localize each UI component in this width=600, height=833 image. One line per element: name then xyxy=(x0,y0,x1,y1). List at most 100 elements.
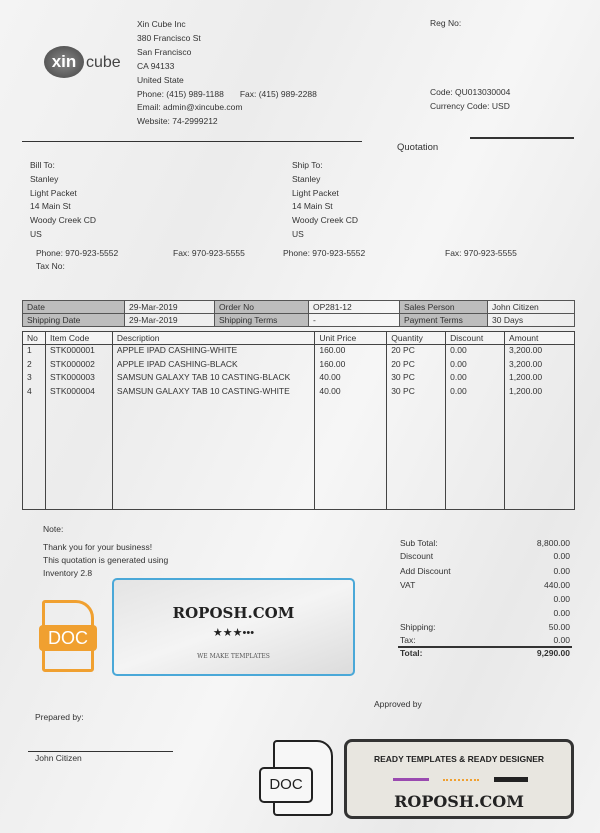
bill-to-line: Light Packet xyxy=(30,187,77,198)
table-cell: 2 xyxy=(22,358,46,372)
table-cell: SAMSUN GALAXY TAB 10 CASTING-WHITE xyxy=(111,385,316,399)
ship-to-line: US xyxy=(292,228,304,239)
total-row: Discount 0.00 xyxy=(400,551,570,561)
table-cell: STK000004 xyxy=(44,385,113,399)
company-phone: Phone: (415) 989-1188 xyxy=(137,88,224,99)
bill-phone: Phone: 970-923-5552 xyxy=(36,248,119,258)
company-info: Xin Cube Inc 380 Francisco St San Franci… xyxy=(137,18,317,129)
banner-brand: ROPOSH.COM xyxy=(394,792,524,811)
tax-no: Tax No: xyxy=(36,261,65,271)
table-cell: 30 PC xyxy=(386,372,447,386)
total-value: 0.00 xyxy=(553,566,570,576)
empty-cell xyxy=(111,399,316,510)
order-info-table: Date 29-Mar-2019 Order No OP281-12 Sales Per… xyxy=(22,300,575,327)
order-value: OP281-12 xyxy=(308,300,400,314)
ship-to-line: Woody Creek CD xyxy=(292,215,358,226)
bill-to-line: Stanley xyxy=(30,173,59,184)
column-header: Description xyxy=(111,331,316,345)
column-header: Item Code xyxy=(44,331,113,345)
stamp-brand: ROPOSH.COM xyxy=(172,604,295,622)
pay-value: 30 Days xyxy=(487,313,575,327)
sales-label: Sales Person xyxy=(399,300,488,314)
column-header: Discount xyxy=(445,331,506,345)
total-row: Tax: 0.00 xyxy=(400,635,570,645)
ship-to-line: 14 Main St xyxy=(292,201,333,212)
company-logo: xin cube xyxy=(44,46,121,78)
ship-terms-label: Shipping Terms xyxy=(214,313,309,327)
ship-date-value: 29-Mar-2019 xyxy=(124,313,215,327)
total-row: Total: 9,290.00 xyxy=(400,648,570,658)
total-row: Shipping: 50.00 xyxy=(400,622,570,632)
company-email: Email: admin@xincube.com xyxy=(137,102,243,113)
company-fax: Fax: (415) 989-2288 xyxy=(239,88,317,99)
bill-to-line: US xyxy=(30,228,42,239)
company-state-zip: CA 94133 xyxy=(137,60,175,71)
empty-cell xyxy=(386,399,447,510)
approved-by: Approved by xyxy=(374,699,422,709)
note-line: Thank you for your business! xyxy=(43,542,153,552)
total-label: VAT xyxy=(400,580,416,590)
table-row: 2 STK000002 APPLE IPAD CASHING-BLACK 160.00… xyxy=(22,358,575,372)
table-cell: 40.00 xyxy=(314,372,388,386)
note-label: Note: xyxy=(43,524,64,534)
table-cell: APPLE IPAD CASHING-WHITE xyxy=(111,344,316,359)
table-cell: 160.00 xyxy=(314,344,388,359)
table-cell: STK000002 xyxy=(44,358,113,372)
column-header: Quantity xyxy=(386,331,447,345)
total-divider xyxy=(398,646,572,648)
table-cell: 1,200.00 xyxy=(504,385,575,399)
empty-cell xyxy=(504,399,575,510)
table-cell: 0.00 xyxy=(445,385,506,399)
doc-file-icon: DOC xyxy=(259,740,333,816)
ship-to-line: Stanley xyxy=(292,173,321,184)
total-value: 9,290.00 xyxy=(536,648,570,658)
currency-code: Currency Code: USD xyxy=(430,101,510,111)
table-cell: STK000003 xyxy=(44,372,113,386)
prepared-by: Prepared by: xyxy=(35,712,84,722)
note-line: Inventory 2.8 xyxy=(43,568,93,578)
preparer-name: John Citizen xyxy=(35,753,82,763)
table-cell: 3,200.00 xyxy=(504,344,575,359)
ship-fax: Fax: 970-923-5555 xyxy=(445,248,517,258)
divider xyxy=(470,137,574,139)
table-filler xyxy=(22,399,575,510)
stamp-tagline: WE MAKE TEMPLATES xyxy=(197,653,270,660)
total-value: 8,800.00 xyxy=(536,538,570,548)
watermark-stamp: ROPOSH.COM ★★★••• WE MAKE TEMPLATES xyxy=(112,578,355,676)
bill-to-line: 14 Main St xyxy=(30,201,71,212)
company-name: Xin Cube Inc xyxy=(137,19,186,29)
star-icon: ★★★••• xyxy=(212,627,255,639)
total-value: 440.00 xyxy=(544,580,570,590)
banner-tagline: READY TEMPLATES & READY DESIGNER xyxy=(373,754,545,764)
note: Note: Thank you for your business! This … xyxy=(43,523,168,580)
total-value: 0.00 xyxy=(553,608,570,618)
column-header: No xyxy=(22,331,46,345)
company-website: Website: 74-2999212 xyxy=(137,116,218,127)
empty-cell xyxy=(22,399,46,510)
reg-no: Reg No: xyxy=(430,18,462,28)
table-cell: 0.00 xyxy=(445,372,506,386)
sales-value: John Citizen xyxy=(487,300,575,314)
ship-to-label: Ship To: xyxy=(292,160,323,170)
table-cell: 0.00 xyxy=(445,358,506,372)
company-country: United State xyxy=(137,74,184,85)
empty-cell xyxy=(44,399,113,510)
table-cell: APPLE IPAD CASHING-BLACK xyxy=(111,358,316,372)
total-row: Sub Total: 8,800.00 xyxy=(400,538,570,548)
total-value: 0.00 xyxy=(553,551,570,561)
total-label: Shipping: xyxy=(400,622,436,632)
table-cell: 30 PC xyxy=(386,385,447,399)
bill-to: Bill To: Stanley Light Packet 14 Main St… xyxy=(30,159,96,242)
divider xyxy=(22,141,362,142)
doc-label: DOC xyxy=(39,625,97,651)
ship-to: Ship To: Stanley Light Packet 14 Main St… xyxy=(292,159,358,242)
brand-banner: READY TEMPLATES & READY DESIGNER ROPOSH.… xyxy=(344,739,574,819)
total-label: Tax: xyxy=(400,635,416,645)
bill-to-line: Woody Creek CD xyxy=(30,215,96,226)
table-cell: 3 xyxy=(22,372,46,386)
quote-code: Code: QU013030004 xyxy=(430,87,511,97)
total-label: Add Discount xyxy=(400,566,451,576)
doc-label: DOC xyxy=(259,767,313,803)
signature-line xyxy=(28,751,173,752)
